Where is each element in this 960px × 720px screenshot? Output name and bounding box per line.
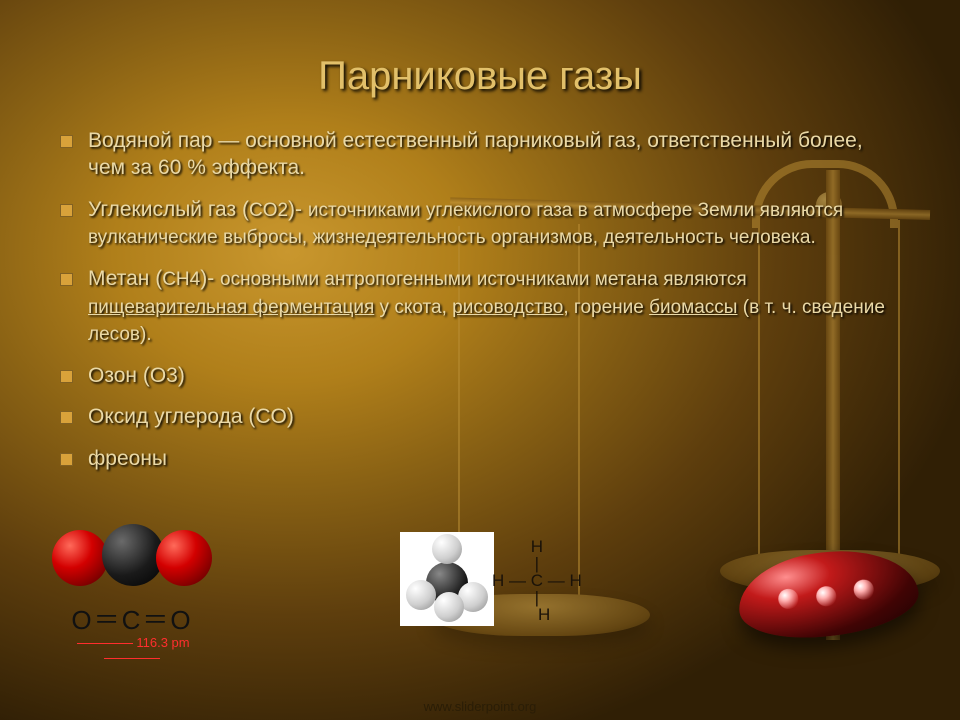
bullet-text: Углекислый газ ( [88,198,249,221]
ch4-molecule: H | H — C — H | H [400,532,570,626]
ozone-molecule [738,552,918,640]
bullet-text: )- [288,198,308,221]
co2-molecule: O＝C＝O 116.3 pm [52,520,212,665]
co2-formula: O＝C＝O [52,600,212,637]
bullet-ozone: Озон (O3) [60,358,900,399]
co2-bond-length: 116.3 pm [52,635,212,665]
bullet-freons: фреоны [60,441,900,482]
bullet-co2: Углекислый газ (CO2)- источниками углеки… [60,192,900,261]
bullet-text: фреоны [88,447,167,470]
chem-formula: CO2 [249,200,288,221]
bullet-text: Оксид углерода (CO) [88,405,294,428]
bullet-text: у скота, [374,297,452,318]
slide: Парниковые газы Водяной пар — основной е… [0,0,960,720]
link-biomass[interactable]: биомассы [649,297,737,318]
bullet-methane: Метан (CH4)- основными антропогенными ис… [60,261,900,358]
bullet-text: )- [200,267,220,290]
link-fermentation[interactable]: пищеварительная ферментация [88,297,374,318]
link-rice[interactable]: рисоводство [452,297,563,318]
chem-formula: CH4 [162,269,200,290]
bullet-text: Метан ( [88,267,162,290]
bullet-text: основными антропогенными источниками мет… [220,269,747,290]
slide-title: Парниковые газы [0,0,960,99]
bullet-text: Водяной пар — основной естественный парн… [88,129,863,179]
bullet-co: Оксид углерода (CO) [60,399,900,440]
bullet-text: Озон (O3) [88,364,185,387]
bullet-water-vapor: Водяной пар — основной естественный парн… [60,123,900,192]
footer-url: www.sliderpoint.org [0,699,960,714]
bullet-list: Водяной пар — основной естественный парн… [60,123,900,482]
bullet-text: , горение [563,297,649,318]
ch4-structural-formula: H | H — C — H | H [492,538,582,623]
